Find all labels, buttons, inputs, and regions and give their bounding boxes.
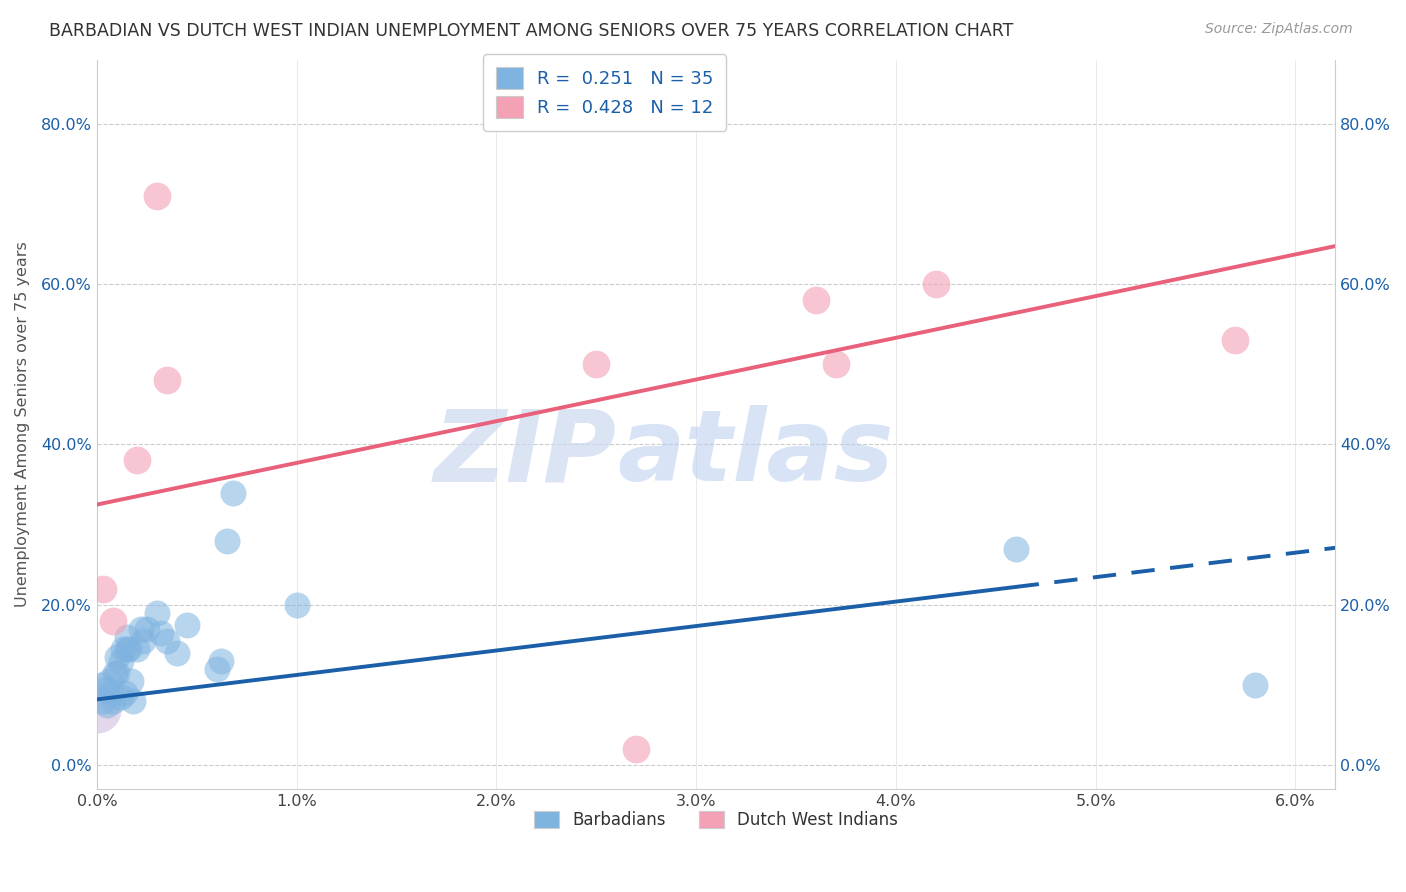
- Point: [205, 662, 228, 676]
- Point: [166, 646, 188, 660]
- Text: ZIP: ZIP: [434, 405, 617, 502]
- Point: [156, 373, 179, 387]
- Point: [100, 686, 122, 700]
- Point: [101, 694, 124, 708]
- Point: [825, 357, 848, 371]
- Point: [135, 622, 157, 636]
- Text: BARBADIAN VS DUTCH WEST INDIAN UNEMPLOYMENT AMONG SENIORS OVER 75 YEARS CORRELAT: BARBADIAN VS DUTCH WEST INDIAN UNEMPLOYM…: [49, 22, 1014, 40]
- Point: [1225, 333, 1247, 347]
- Point: [285, 598, 308, 612]
- Point: [118, 641, 141, 656]
- Point: [176, 618, 198, 632]
- Point: [146, 189, 169, 203]
- Text: Source: ZipAtlas.com: Source: ZipAtlas.com: [1205, 22, 1353, 37]
- Point: [209, 654, 232, 668]
- Point: [86, 702, 108, 716]
- Point: [104, 665, 127, 680]
- Point: [925, 277, 948, 291]
- Point: [90, 678, 112, 692]
- Point: [146, 606, 169, 620]
- Point: [129, 622, 152, 636]
- Point: [156, 633, 179, 648]
- Point: [111, 641, 134, 656]
- Point: [96, 698, 118, 712]
- Point: [105, 649, 128, 664]
- Point: [120, 673, 142, 688]
- Point: [101, 614, 124, 628]
- Point: [105, 665, 128, 680]
- Point: [1244, 678, 1267, 692]
- Legend: Barbadians, Dutch West Indians: Barbadians, Dutch West Indians: [527, 804, 905, 836]
- Point: [115, 641, 138, 656]
- Point: [110, 654, 132, 668]
- Point: [110, 690, 132, 704]
- Point: [125, 641, 148, 656]
- Y-axis label: Unemployment Among Seniors over 75 years: Unemployment Among Seniors over 75 years: [15, 242, 30, 607]
- Point: [97, 673, 120, 688]
- Point: [114, 686, 136, 700]
- Point: [585, 357, 607, 371]
- Point: [91, 582, 114, 596]
- Point: [91, 694, 114, 708]
- Point: [215, 533, 238, 548]
- Point: [804, 293, 827, 307]
- Point: [115, 630, 138, 644]
- Point: [149, 625, 172, 640]
- Point: [121, 694, 143, 708]
- Point: [624, 742, 647, 756]
- Text: atlas: atlas: [617, 405, 893, 502]
- Point: [125, 453, 148, 467]
- Point: [221, 485, 243, 500]
- Point: [1004, 541, 1026, 556]
- Point: [132, 633, 155, 648]
- Point: [96, 681, 118, 696]
